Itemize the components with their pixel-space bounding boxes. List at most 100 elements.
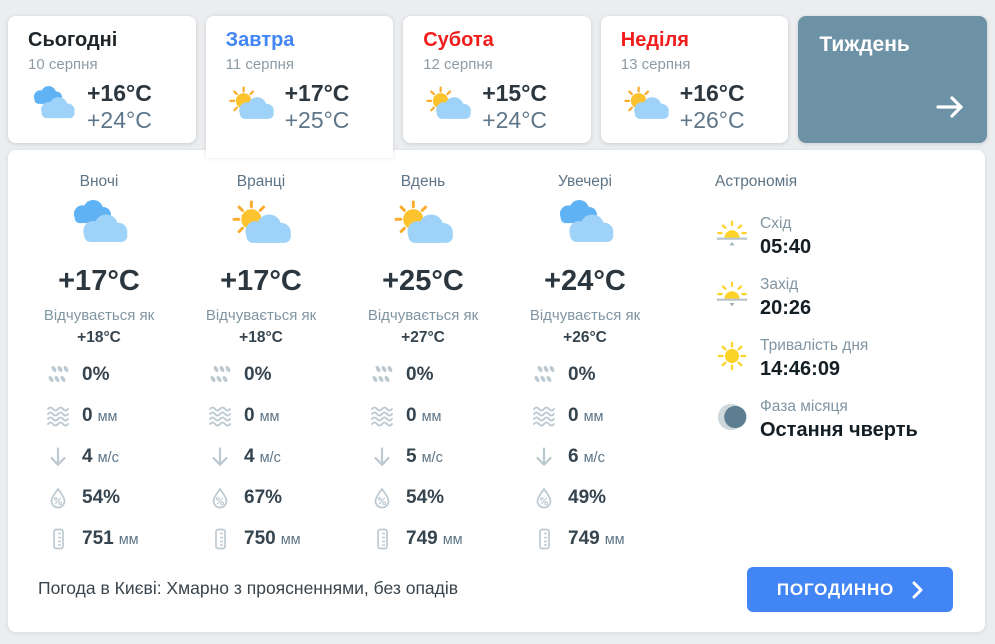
period-column-day: Вдень +25°C Відчувається як +27°C 0% 0 м… [342,172,504,559]
pressure-column-icon [532,527,556,551]
period-column-evening: Увечері +24°C Відчувається як +26°C 0% 0… [504,172,666,559]
hourly-button[interactable]: ПОГОДИННО [747,567,953,612]
feels-like-label: Відчувається як [205,307,317,324]
sunrise-time: 05:40 [760,236,812,258]
tab-title: Завтра [225,29,295,51]
precipitation-amount-row: 0 мм [208,395,314,436]
precipitation-amount-row: 0 мм [370,395,476,436]
moon-phase-value: Остання чверть [760,419,918,441]
day-temp: +24°C [87,107,152,133]
wind-row: 6 м/с [532,436,638,477]
wind-arrow-down-icon [532,445,556,469]
rain-drops-icon [532,363,556,387]
tab-saturday[interactable]: Субота 12 серпня +15°C +24°C [403,16,591,143]
sunset-time: 20:26 [760,297,812,319]
precipitation-waves-icon [370,404,394,428]
tab-date: 12 серпня [423,56,493,73]
precipitation-waves-icon [46,404,70,428]
feels-like-label: Відчувається як [43,307,155,324]
day-length-label: Тривалість дня [760,337,869,354]
period-column-night: Вночі +17°C Відчувається як +18°C 0% 0 м… [18,172,180,559]
feels-like-label: Відчувається як [367,307,479,324]
day-length-row: Тривалість дня 14:46:09 [715,337,977,381]
precipitation-probability-row: 0% [532,354,638,395]
tab-title: Субота [423,29,494,51]
sun-cloud-icon [423,86,473,129]
wind-arrow-down-icon [370,445,394,469]
moon-phase-row: Фаза місяця Остання чверть [715,398,977,442]
precipitation-probability-row: 0% [370,354,476,395]
arrow-right-icon [935,94,965,125]
cloudy-icon [504,200,666,260]
period-label: Вночі [79,173,119,190]
pressure-row: 751 мм [46,518,152,559]
astronomy-section: Астрономія Схід 05:40 Захід 20:26 Тривал [715,172,977,442]
tab-title: Сьогодні [28,29,118,51]
precipitation-probability-row: 0% [46,354,152,395]
precipitation-waves-icon [532,404,556,428]
day-length-value: 14:46:09 [760,358,841,380]
sun-cloud-icon [342,200,504,260]
period-label: Вдень [400,173,446,190]
humidity-drop-icon [370,486,394,510]
feels-like-temp: +18°C [77,329,121,346]
sunrise-row: Схід 05:40 [715,215,977,259]
tab-date: 11 серпня [225,56,295,73]
wind-arrow-down-icon [208,445,232,469]
day-temp: +26°C [679,107,745,133]
weather-summary: Погода в Києві: Хмарно з проясненнями, б… [38,578,459,598]
precipitation-amount-row: 0 мм [46,395,152,436]
feels-like-temp: +27°C [401,329,445,346]
wind-arrow-down-icon [46,445,70,469]
night-temp: +16°C [87,80,152,106]
sun-cloud-icon [621,86,671,129]
cloudy-icon [28,86,78,129]
tab-date: 10 серпня [28,56,98,73]
humidity-row: 54% [46,477,152,518]
rain-drops-icon [370,363,394,387]
period-temp: +24°C [544,265,626,297]
tab-forecast: +16°C +26°C [621,80,789,134]
tab-forecast: +17°C +25°C [226,80,394,134]
day-periods: Вночі +17°C Відчувається як +18°C 0% 0 м… [18,172,666,559]
period-temp: +17°C [220,265,302,297]
chevron-right-icon [912,581,923,598]
astronomy-title: Астрономія [715,173,798,190]
period-stats: 0% 0 мм 5 м/с 54% [370,354,476,559]
sunset-label: Захід [760,276,799,293]
feels-like-label: Відчувається як [529,307,641,324]
humidity-drop-icon [46,486,70,510]
week-button[interactable]: Тиждень [798,16,987,143]
tab-tomorrow[interactable]: Завтра 11 серпня +17°C +25°C [205,16,394,158]
sun-cloud-icon [180,200,342,260]
period-stats: 0% 0 мм 4 м/с 67% [208,354,314,559]
moon-phase-label: Фаза місяця [760,398,848,415]
period-temp: +17°C [58,265,140,297]
day-temp: +24°C [482,107,548,133]
precipitation-waves-icon [208,404,232,428]
tab-forecast: +15°C +24°C [423,80,591,134]
day-temp: +25°C [284,107,350,133]
rain-drops-icon [46,363,70,387]
sun-icon [715,340,749,372]
night-temp: +17°C [284,80,350,106]
feels-like-temp: +26°C [563,329,607,346]
tab-title: Неділя [620,29,689,51]
pressure-column-icon [370,527,394,551]
humidity-drop-icon [532,486,556,510]
rain-drops-icon [208,363,232,387]
week-button-label: Тиждень [819,33,910,56]
period-stats: 0% 0 мм 6 м/с 49% [532,354,638,559]
sunset-row: Захід 20:26 [715,276,977,320]
pressure-row: 749 мм [532,518,638,559]
humidity-row: 49% [532,477,638,518]
precipitation-amount-row: 0 мм [532,395,638,436]
moon-last-quarter-icon [715,401,749,433]
wind-row: 4 м/с [46,436,152,477]
tab-today[interactable]: Сьогодні 10 серпня +16°C +24°C [8,16,196,143]
humidity-row: 54% [370,477,476,518]
precipitation-probability-row: 0% [208,354,314,395]
sunrise-label: Схід [760,215,792,232]
pressure-row: 749 мм [370,518,476,559]
tab-sunday[interactable]: Неділя 13 серпня +16°C +26°C [600,16,789,143]
